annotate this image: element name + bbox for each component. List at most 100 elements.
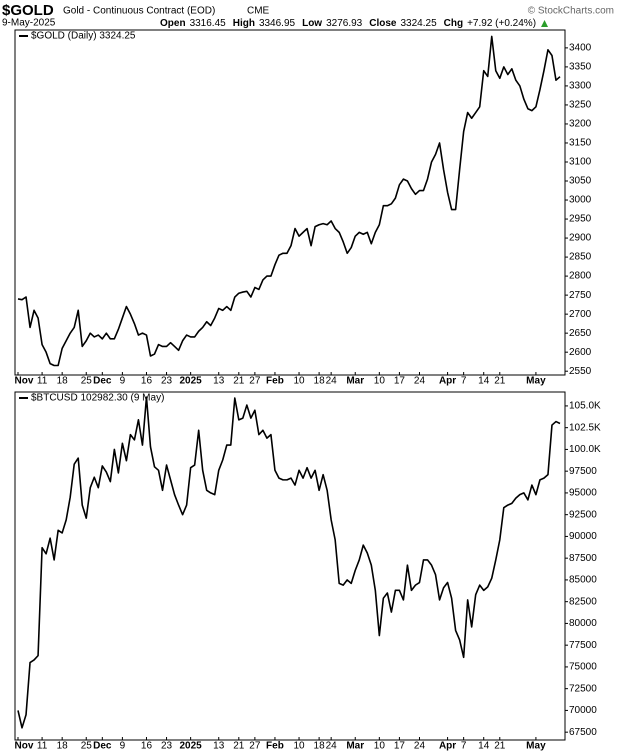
y-tick-label: 3300 (569, 81, 592, 92)
y-tick-label: 70000 (569, 705, 597, 716)
y-tick-label: 3350 (569, 62, 592, 73)
x-tick-label: 25 (81, 741, 93, 752)
exchange: CME (247, 6, 270, 17)
y-tick-label: 3050 (569, 176, 592, 187)
x-tick-label: 14 (478, 741, 490, 752)
x-tick-label: May (526, 741, 546, 752)
y-tick-label: 3150 (569, 138, 592, 149)
y-tick-label: 100.0K (569, 444, 601, 455)
x-tick-label: 11 (37, 741, 48, 752)
x-tick-label: 21 (494, 741, 506, 752)
x-tick-label: 9 (120, 376, 126, 387)
x-tick-label: 21 (233, 741, 245, 752)
x-tick-label: 2025 (180, 376, 203, 387)
y-tick-label: 92500 (569, 509, 597, 520)
y-tick-label: 2650 (569, 328, 592, 339)
x-tick-label: Feb (266, 376, 284, 387)
stat-value: 3346.95 (259, 18, 296, 29)
y-tick-label: 2700 (569, 309, 592, 320)
x-tick-label: Apr (439, 741, 456, 752)
y-tick-label: 2950 (569, 214, 592, 225)
y-tick-label: 102.5K (569, 422, 601, 433)
x-tick-label: 18 (314, 741, 326, 752)
y-tick-label: 3400 (569, 43, 592, 54)
y-tick-label: 67500 (569, 727, 597, 738)
price-line (17, 396, 561, 729)
y-tick-label: 85000 (569, 575, 597, 586)
y-tick-label: 3100 (569, 157, 592, 168)
stat-label: High (233, 18, 255, 29)
x-tick-label: 24 (414, 376, 426, 387)
x-tick-label: 18 (57, 376, 69, 387)
x-tick-label: Feb (266, 741, 284, 752)
x-tick-label: 10 (374, 741, 386, 752)
symbol: $GOLD (2, 2, 54, 19)
stat-value: 3276.93 (326, 18, 363, 29)
x-tick-label: 27 (249, 741, 261, 752)
x-tick-label: Nov (15, 741, 34, 752)
y-tick-label: 3250 (569, 100, 592, 111)
change-arrow (541, 20, 549, 27)
y-tick-label: 2800 (569, 271, 592, 282)
x-tick-label: 24 (326, 376, 338, 387)
legend-label: $GOLD (Daily) 3324.25 (31, 31, 136, 42)
stat-value: 3324.25 (400, 18, 437, 29)
stat-value: 3316.45 (190, 18, 227, 29)
x-tick-label: 13 (213, 376, 225, 387)
legend-label: $BTCUSD 102982.30 (9 May) (31, 393, 164, 404)
x-tick-label: 23 (161, 376, 173, 387)
y-tick-label: 87500 (569, 553, 597, 564)
y-tick-label: 2750 (569, 290, 592, 301)
x-tick-label: 23 (161, 741, 173, 752)
price-stats: Open 3316.45 High 3346.95 Low 3276.93 Close 332… (160, 18, 536, 29)
watermark: © StockCharts.com (528, 6, 614, 17)
panel-frame (14, 391, 566, 741)
x-tick-label: Nov (15, 376, 34, 387)
x-tick-label: 9 (120, 741, 126, 752)
x-tick-label: 24 (414, 741, 426, 752)
y-tick-label: 77500 (569, 640, 597, 651)
y-tick-label: 2850 (569, 252, 592, 263)
x-tick-label: Dec (93, 376, 112, 387)
x-tick-label: Apr (439, 376, 456, 387)
panel-frame (14, 29, 566, 376)
x-tick-label: 16 (141, 741, 153, 752)
stat-value: +7.92 (+0.24%) (467, 18, 536, 29)
x-tick-label: 25 (81, 376, 93, 387)
x-tick-label: 17 (394, 741, 406, 752)
x-tick-label: Mar (346, 741, 364, 752)
x-tick-label: 14 (478, 376, 490, 387)
x-tick-label: 18 (57, 741, 69, 752)
x-tick-label: 27 (249, 376, 261, 387)
x-tick-label: 10 (374, 376, 386, 387)
instrument-name: Gold - Continuous Contract (EOD) (63, 6, 215, 17)
y-tick-label: 72500 (569, 683, 597, 694)
x-tick-label: 2025 (180, 741, 203, 752)
x-tick-label: 18 (314, 376, 326, 387)
y-tick-label: 90000 (569, 531, 597, 542)
y-tick-label: 97500 (569, 466, 597, 477)
x-tick-label: 16 (141, 376, 153, 387)
y-tick-label: 105.0K (569, 401, 601, 412)
x-tick-label: 24 (326, 741, 338, 752)
x-tick-label: 10 (293, 376, 305, 387)
x-tick-label: 17 (394, 376, 406, 387)
y-tick-label: 75000 (569, 662, 597, 673)
x-tick-label: 7 (461, 741, 467, 752)
x-tick-label: 21 (233, 376, 245, 387)
y-tick-label: 2900 (569, 233, 592, 244)
stat-label: Low (302, 18, 322, 29)
stat-label: Close (369, 18, 397, 29)
x-tick-label: 13 (213, 741, 225, 752)
y-tick-label: 2600 (569, 347, 592, 358)
x-tick-label: May (526, 376, 546, 387)
y-tick-label: 82500 (569, 596, 597, 607)
y-tick-label: 80000 (569, 618, 597, 629)
x-tick-label: Mar (346, 376, 364, 387)
x-tick-label: 11 (37, 376, 48, 387)
stat-label: Chg (444, 18, 463, 29)
y-tick-label: 3200 (569, 119, 592, 130)
date: 9-May-2025 (2, 18, 56, 29)
x-tick-label: 7 (461, 376, 467, 387)
